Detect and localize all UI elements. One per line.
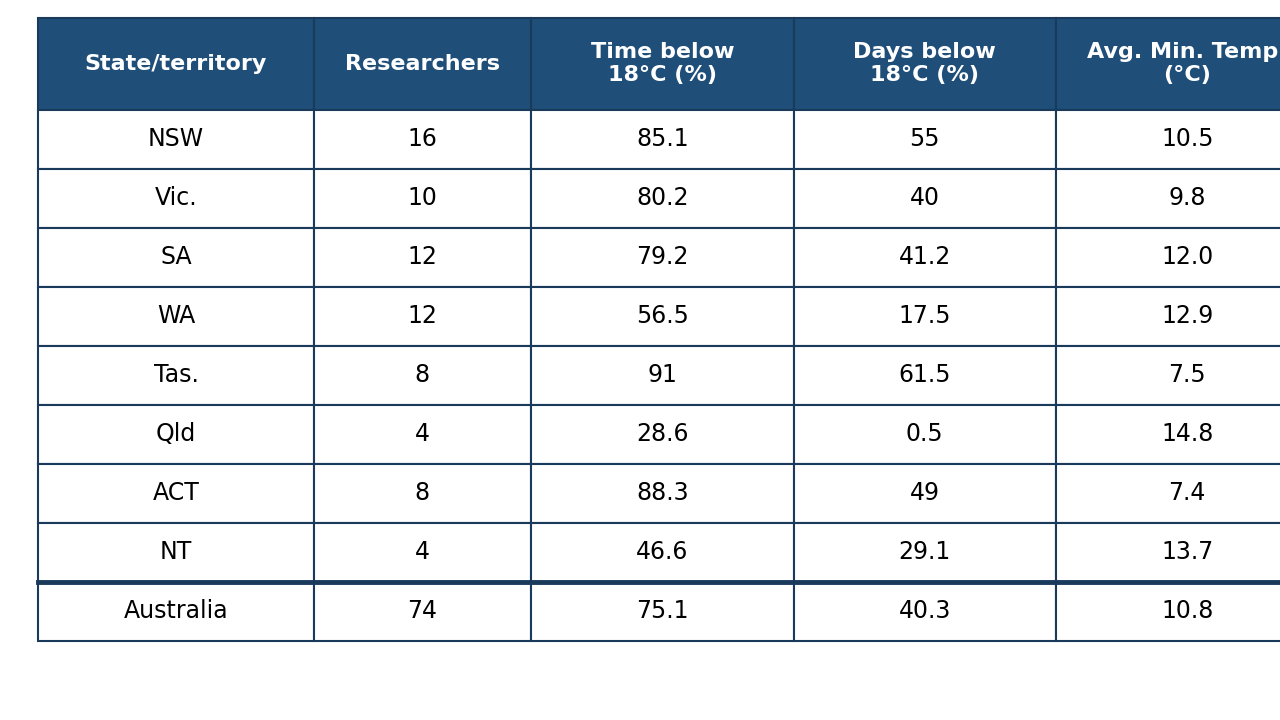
Text: Tas.: Tas.	[154, 363, 198, 387]
Text: NT: NT	[160, 540, 192, 564]
Text: ACT: ACT	[152, 481, 200, 505]
Text: 4: 4	[415, 422, 430, 446]
Text: 8: 8	[415, 363, 430, 387]
Text: 40: 40	[910, 186, 940, 210]
Text: NSW: NSW	[148, 127, 204, 151]
Text: Researchers: Researchers	[344, 54, 500, 73]
Text: Days below
18°C (%): Days below 18°C (%)	[854, 42, 996, 86]
Text: Australia: Australia	[124, 599, 228, 624]
Text: 7.5: 7.5	[1169, 363, 1206, 387]
Text: 14.8: 14.8	[1161, 422, 1213, 446]
Text: 13.7: 13.7	[1161, 540, 1213, 564]
Text: SA: SA	[160, 245, 192, 269]
Text: 79.2: 79.2	[636, 245, 689, 269]
Text: WA: WA	[157, 304, 195, 328]
Text: 28.6: 28.6	[636, 422, 689, 446]
Text: 91: 91	[648, 363, 677, 387]
Text: Vic.: Vic.	[155, 186, 197, 210]
Text: 10: 10	[407, 186, 438, 210]
Text: 12.9: 12.9	[1161, 304, 1213, 328]
Text: 56.5: 56.5	[636, 304, 689, 328]
Text: 8: 8	[415, 481, 430, 505]
Text: 10.8: 10.8	[1161, 599, 1213, 624]
Text: 4: 4	[415, 540, 430, 564]
Text: 80.2: 80.2	[636, 186, 689, 210]
Text: 29.1: 29.1	[899, 540, 951, 564]
Text: 0.5: 0.5	[906, 422, 943, 446]
Text: 55: 55	[910, 127, 940, 151]
Text: 49: 49	[910, 481, 940, 505]
Text: 10.5: 10.5	[1161, 127, 1213, 151]
Text: 61.5: 61.5	[899, 363, 951, 387]
Text: State/territory: State/territory	[84, 54, 268, 73]
Text: 74: 74	[407, 599, 438, 624]
Text: 41.2: 41.2	[899, 245, 951, 269]
Text: Qld: Qld	[156, 422, 196, 446]
Text: 17.5: 17.5	[899, 304, 951, 328]
Text: 40.3: 40.3	[899, 599, 951, 624]
Text: 88.3: 88.3	[636, 481, 689, 505]
Text: 16: 16	[407, 127, 438, 151]
Text: Time below
18°C (%): Time below 18°C (%)	[590, 42, 735, 86]
Text: Avg. Min. Temp.
(°C): Avg. Min. Temp. (°C)	[1088, 42, 1280, 86]
Text: 9.8: 9.8	[1169, 186, 1206, 210]
Text: 7.4: 7.4	[1169, 481, 1206, 505]
Text: 12.0: 12.0	[1161, 245, 1213, 269]
Text: 46.6: 46.6	[636, 540, 689, 564]
Text: 85.1: 85.1	[636, 127, 689, 151]
Text: 12: 12	[407, 245, 438, 269]
Text: 12: 12	[407, 304, 438, 328]
Text: 75.1: 75.1	[636, 599, 689, 624]
